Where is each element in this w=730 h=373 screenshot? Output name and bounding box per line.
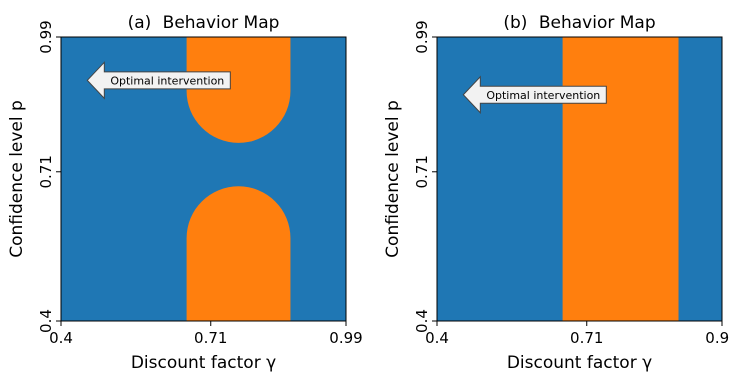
panel-b: 0.4 0.71 0.99 0.4 0.71 0.99 Discount factor γ C… — [383, 13, 730, 373]
y-axis-label: Confidence level p — [7, 100, 27, 258]
x-tick-label: 0.4 — [425, 329, 449, 347]
panel-title: Behavior Map — [157, 13, 279, 33]
y-axis-label: Confidence level p — [383, 100, 403, 258]
y-tick-label: 0.99 — [413, 20, 431, 53]
x-tick-label: 0.99 — [705, 329, 730, 347]
panel-title: Behavior Map — [533, 13, 655, 33]
x-axis-label: Discount factor γ — [507, 353, 652, 373]
panel-label: (b) — [503, 13, 527, 33]
x-tick-label: 0.71 — [570, 329, 603, 347]
x-tick-label: 0.4 — [49, 329, 73, 347]
y-tick-label: 0.71 — [413, 155, 431, 188]
panel-label: (a) — [128, 13, 152, 33]
annotation-text: Optimal intervention — [486, 89, 600, 102]
chart-title: (b) Behavior Map — [503, 13, 655, 33]
y-tick-label: 0.4 — [37, 309, 55, 333]
chart-title: (a) Behavior Map — [128, 13, 280, 33]
annotation-text: Optimal intervention — [110, 74, 224, 87]
behavior-region-1 — [562, 37, 679, 321]
annotation-arrow — [86, 61, 231, 100]
y-tick-label: 0.71 — [37, 155, 55, 188]
x-tick-label: 0.71 — [194, 329, 227, 347]
annotation-arrow — [462, 75, 607, 115]
y-tick-label: 0.4 — [413, 309, 431, 333]
axes-frame — [60, 36, 347, 322]
x-axis-label: Discount factor γ — [131, 353, 276, 373]
axes-frame — [436, 36, 723, 322]
panel-a: 0.4 0.71 0.99 0.4 0.71 0.99 Discount factor γ C… — [7, 13, 363, 373]
x-tick-label: 0.99 — [329, 329, 362, 347]
y-tick-label: 0.99 — [37, 20, 55, 53]
behavior-region-1 — [186, 37, 291, 143]
behavior-region-2 — [186, 186, 291, 321]
